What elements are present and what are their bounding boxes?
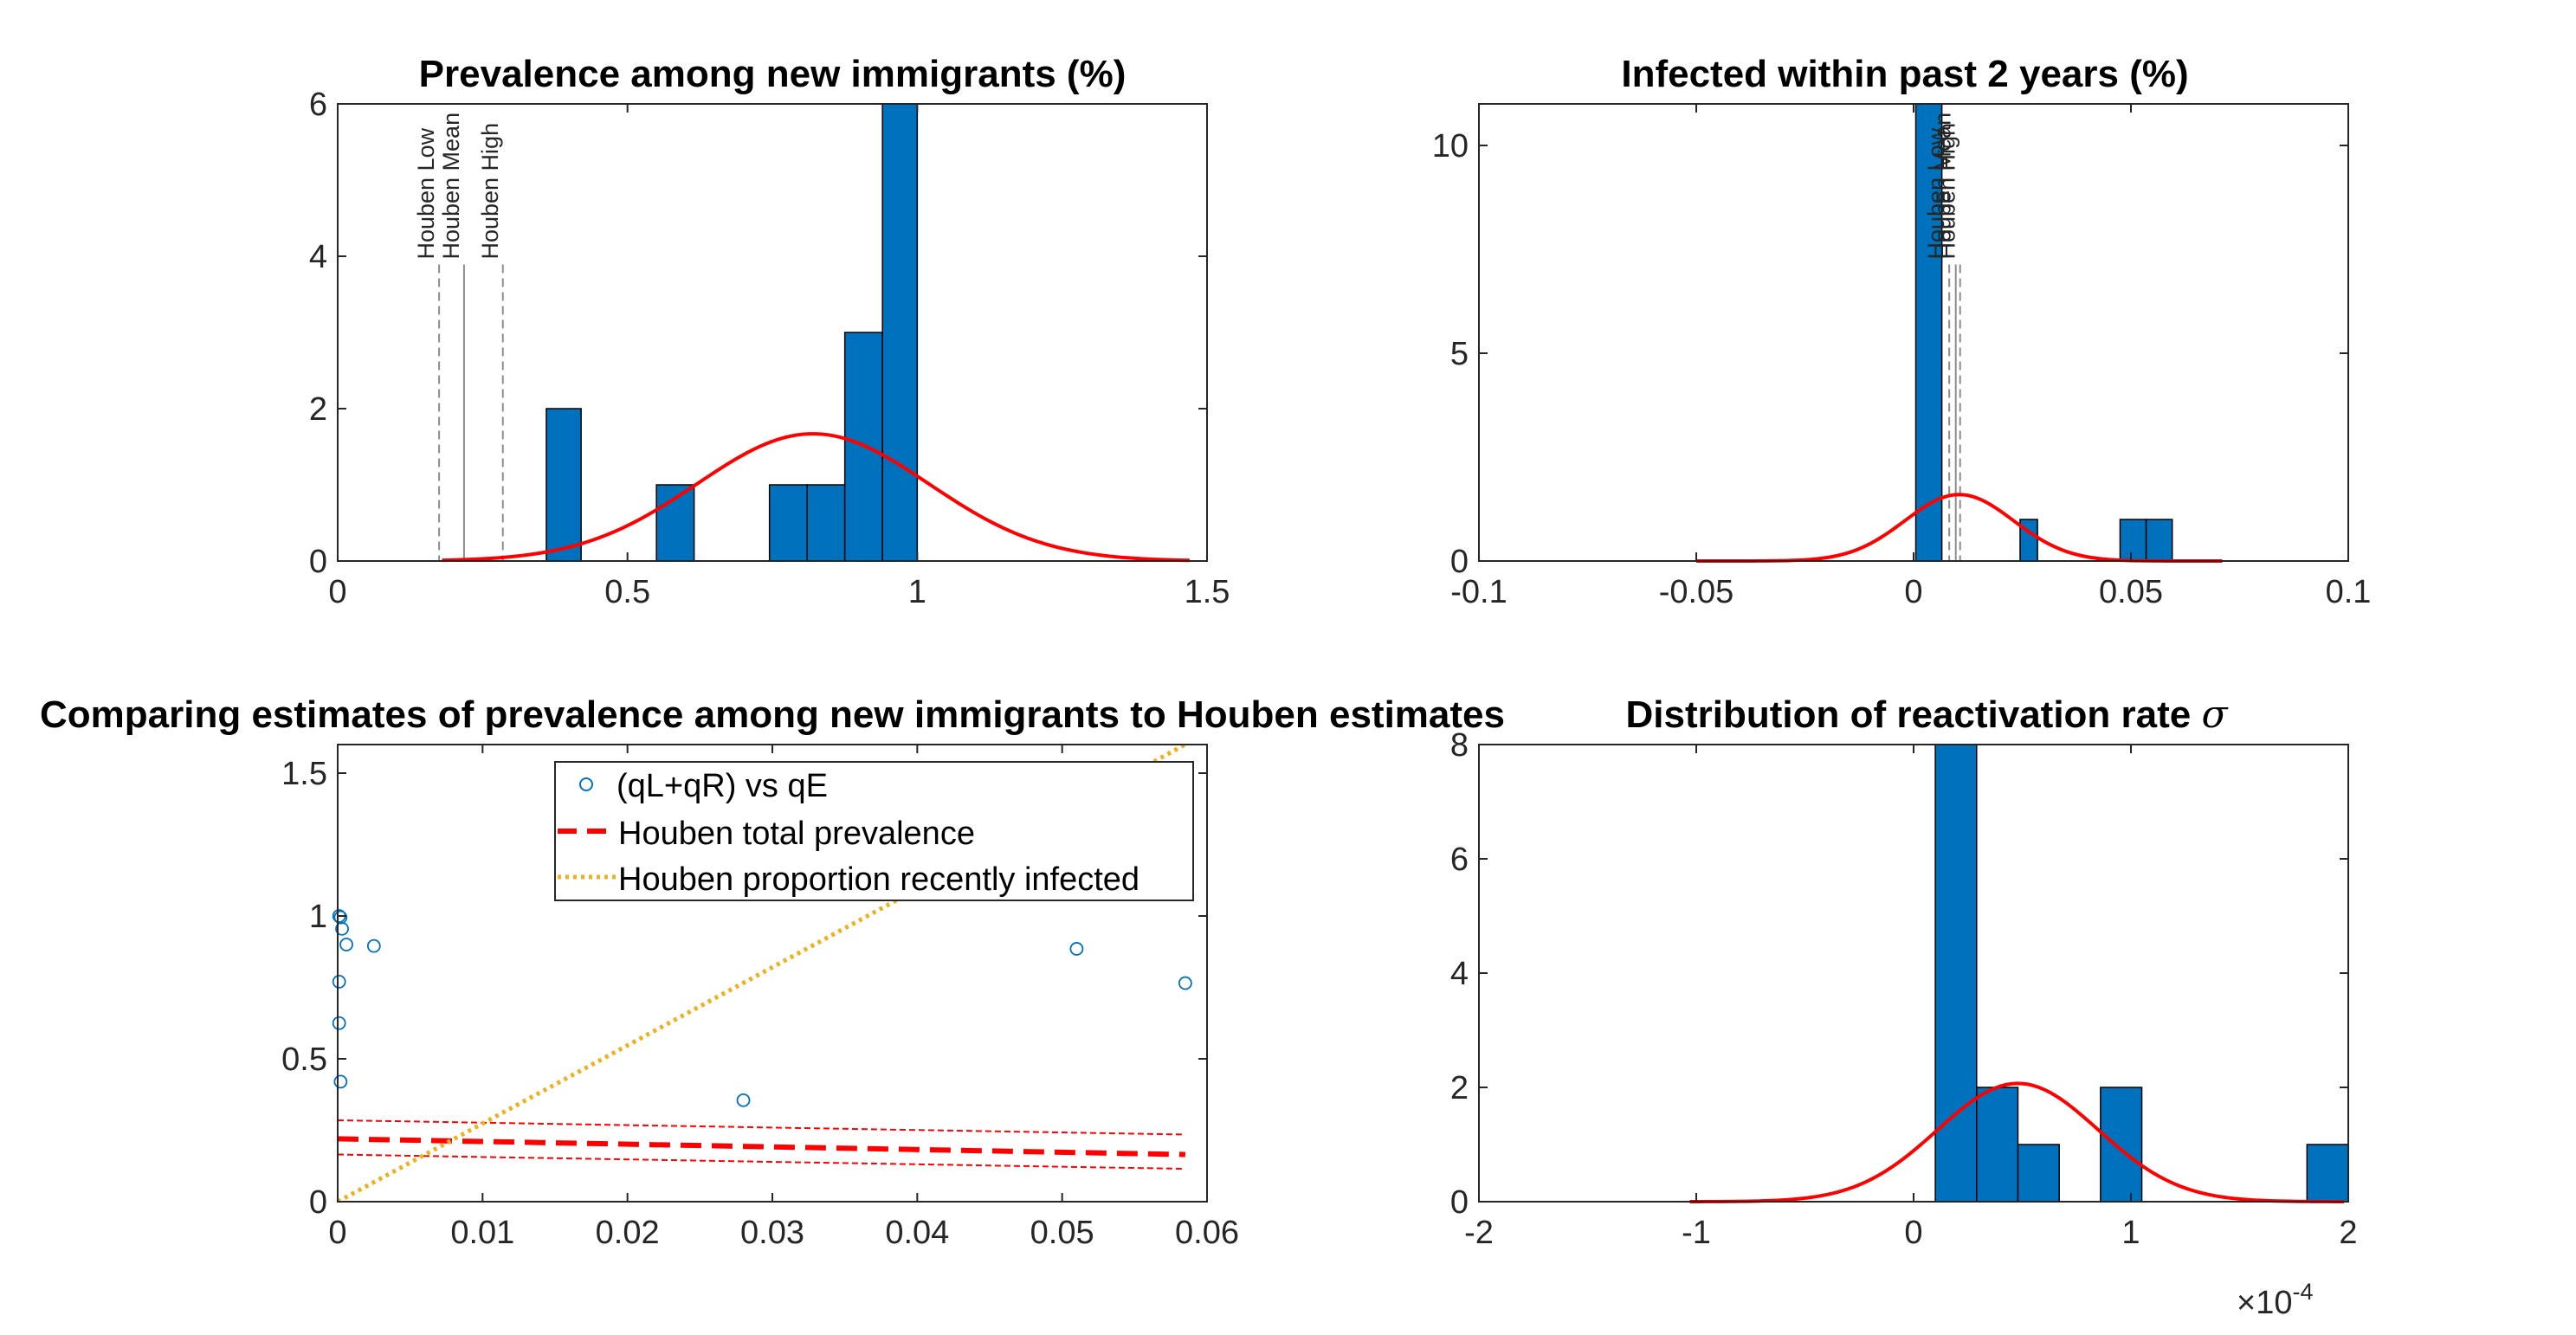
top-right-x-tick-label: 0 xyxy=(1904,574,1922,610)
prevalence-histogram-axes: Prevalence among new immigrants (%) Houb… xyxy=(309,53,1230,610)
bottom-left-y-tick-label: 0 xyxy=(309,1184,327,1221)
top-left-houben-ref-label: Houben Mean xyxy=(438,113,464,260)
bottom-left-x-tick-label: 0 xyxy=(328,1215,346,1251)
bottom-right-x-tick-label: 2 xyxy=(2339,1215,2357,1251)
bottom-right-y-tick-label: 2 xyxy=(1450,1070,1469,1106)
bottom-right-y-tick-label: 8 xyxy=(1450,727,1469,764)
bottom-right-y-tick-label: 0 xyxy=(1450,1184,1469,1221)
bottom-left-x-tick-label: 0.05 xyxy=(1030,1215,1094,1251)
bottom-left-clipped-series xyxy=(338,745,1187,1202)
top-left-normal-fit-curve xyxy=(442,432,1190,563)
top-right-x-tick-label: -0.05 xyxy=(1659,574,1734,610)
bottom-left-x-tick-label: 0.03 xyxy=(740,1215,804,1251)
bottom-right-plot-background xyxy=(1479,745,2348,1202)
top-left-houben-ref-label: Houben High xyxy=(477,123,503,260)
top-left-bar xyxy=(546,408,582,562)
top-right-y-tick-label: 0 xyxy=(1450,544,1469,580)
houben-prevalence-mean-line xyxy=(338,1136,1185,1158)
bottom-left-y-tick-label: 1.5 xyxy=(281,756,327,792)
legend-scatter-label: (qL+qR) vs qE xyxy=(617,768,828,804)
top-right-houben-ref-label: Houben High xyxy=(1934,123,1960,260)
comparison-legend: (qL+qR) vs qE Houben total prevalence Ho… xyxy=(554,761,1194,901)
top-right-y-tick-label: 10 xyxy=(1432,128,1469,164)
recent-infection-histogram-axes: Infected within past 2 years (%) Houben … xyxy=(1432,53,2372,610)
top-left-x-tick-label: 0.5 xyxy=(604,574,650,610)
legend-recent-label: Houben proportion recently infected xyxy=(618,861,1140,898)
bottom-left-y-tick-label: 1 xyxy=(309,899,327,935)
bottom-left-scatter-point xyxy=(332,975,346,989)
comparison-scatter-title: Comparing estimates of prevalence among … xyxy=(40,693,1505,736)
bottom-right-x-tick-label: 1 xyxy=(2121,1215,2140,1251)
bottom-left-scatter-point xyxy=(339,938,353,951)
bottom-left-x-tick-label: 0.02 xyxy=(596,1215,660,1251)
top-right-x-tick-label: -0.1 xyxy=(1450,574,1507,610)
bottom-left-scatter-point xyxy=(1069,942,1084,956)
top-left-x-tick-label: 1 xyxy=(908,574,926,610)
bottom-right-normal-fit-curve xyxy=(1689,1081,2344,1203)
x-axis-exponent-power: -4 xyxy=(2292,1279,2313,1305)
top-left-x-tick-label: 1.5 xyxy=(1185,574,1230,610)
bottom-right-x-tick-label: -1 xyxy=(1682,1215,1711,1251)
bottom-right-bar xyxy=(1976,1087,2019,1203)
top-left-axes-box xyxy=(337,103,1208,562)
bottom-left-x-tick-label: 0.06 xyxy=(1175,1215,1239,1251)
bottom-left-scatter-point xyxy=(366,938,381,953)
top-left-bar xyxy=(806,484,846,562)
houben-prevalence-low-line xyxy=(338,1153,1185,1171)
bottom-right-bar xyxy=(2017,1144,2060,1203)
bottom-right-y-tick-label: 6 xyxy=(1450,842,1469,878)
top-right-y-tick-label: 5 xyxy=(1450,336,1469,372)
top-right-x-tick-label: 0.1 xyxy=(2326,574,2372,610)
reactivation-rate-histogram-axes: Distribution of reactivation rate σ -2 -1… xyxy=(1450,693,2358,1321)
top-left-y-tick-label: 4 xyxy=(309,239,327,275)
bottom-right-bar xyxy=(1934,744,1978,1203)
bottom-right-bar xyxy=(2100,1087,2143,1203)
top-left-x-tick-label: 0 xyxy=(328,574,346,610)
top-left-bar xyxy=(881,103,919,562)
houben-prevalence-high-line xyxy=(338,1119,1185,1136)
top-right-x-tick-label: 0.05 xyxy=(2099,574,2163,610)
bottom-right-y-tick-label: 4 xyxy=(1450,956,1469,992)
legend-box xyxy=(554,761,1194,901)
comparison-scatter-axes: 0 0.01 0.02 0.03 0.04 0.05 0.06 0 0.5 1 1.5 Compar… xyxy=(40,693,1505,1251)
top-right-bar xyxy=(2145,519,2173,562)
top-left-y-tick-label: 0 xyxy=(309,544,327,580)
bottom-left-scatter-point xyxy=(332,1016,346,1030)
bottom-left-y-tick-label: 0.5 xyxy=(281,1042,327,1078)
legend-scatter-marker xyxy=(579,777,593,791)
top-right-houben-ref-label: Houben Low xyxy=(1923,127,1949,259)
reactivation-rate-histogram-title: Distribution of reactivation rate σ xyxy=(1625,693,2229,737)
recent-infection-histogram-title: Infected within past 2 years (%) xyxy=(1621,53,2188,95)
bottom-left-scatter-point xyxy=(1178,976,1192,990)
prevalence-histogram-title: Prevalence among new immigrants (%) xyxy=(419,53,1127,95)
top-left-bar xyxy=(768,484,808,562)
top-right-houben-ref-label: Houben Mean xyxy=(1930,113,1956,260)
top-left-y-tick-label: 2 xyxy=(309,391,327,428)
bottom-right-x-tick-label: -2 xyxy=(1464,1215,1494,1251)
top-right-bar xyxy=(2119,519,2147,562)
bottom-left-scatter-point xyxy=(333,1074,348,1089)
x-axis-exponent-label: ×10-4 xyxy=(2237,1279,2313,1321)
top-left-houben-ref-label: Houben Low xyxy=(413,127,439,259)
bottom-left-x-tick-label: 0.01 xyxy=(450,1215,514,1251)
reactivation-rate-histogram-plot-area: -2 -1 0 1 2 0 2 4 6 8 xyxy=(1450,727,2358,1251)
bottom-left-scatter-point xyxy=(335,921,349,936)
legend-prevalence-label: Houben total prevalence xyxy=(618,816,975,852)
top-left-y-tick-label: 6 xyxy=(309,87,327,123)
bottom-right-x-tick-label: 0 xyxy=(1904,1215,1922,1251)
x-axis-exponent-base: ×10 xyxy=(2237,1285,2292,1321)
bottom-left-scatter-point xyxy=(736,1093,751,1107)
sigma-symbol: σ xyxy=(2201,693,2229,737)
top-right-plot-background xyxy=(1479,104,2348,561)
reactivation-rate-title-text: Distribution of reactivation rate xyxy=(1625,693,2201,736)
bottom-right-bar xyxy=(2306,1144,2349,1203)
bottom-left-x-tick-label: 0.04 xyxy=(885,1215,949,1251)
